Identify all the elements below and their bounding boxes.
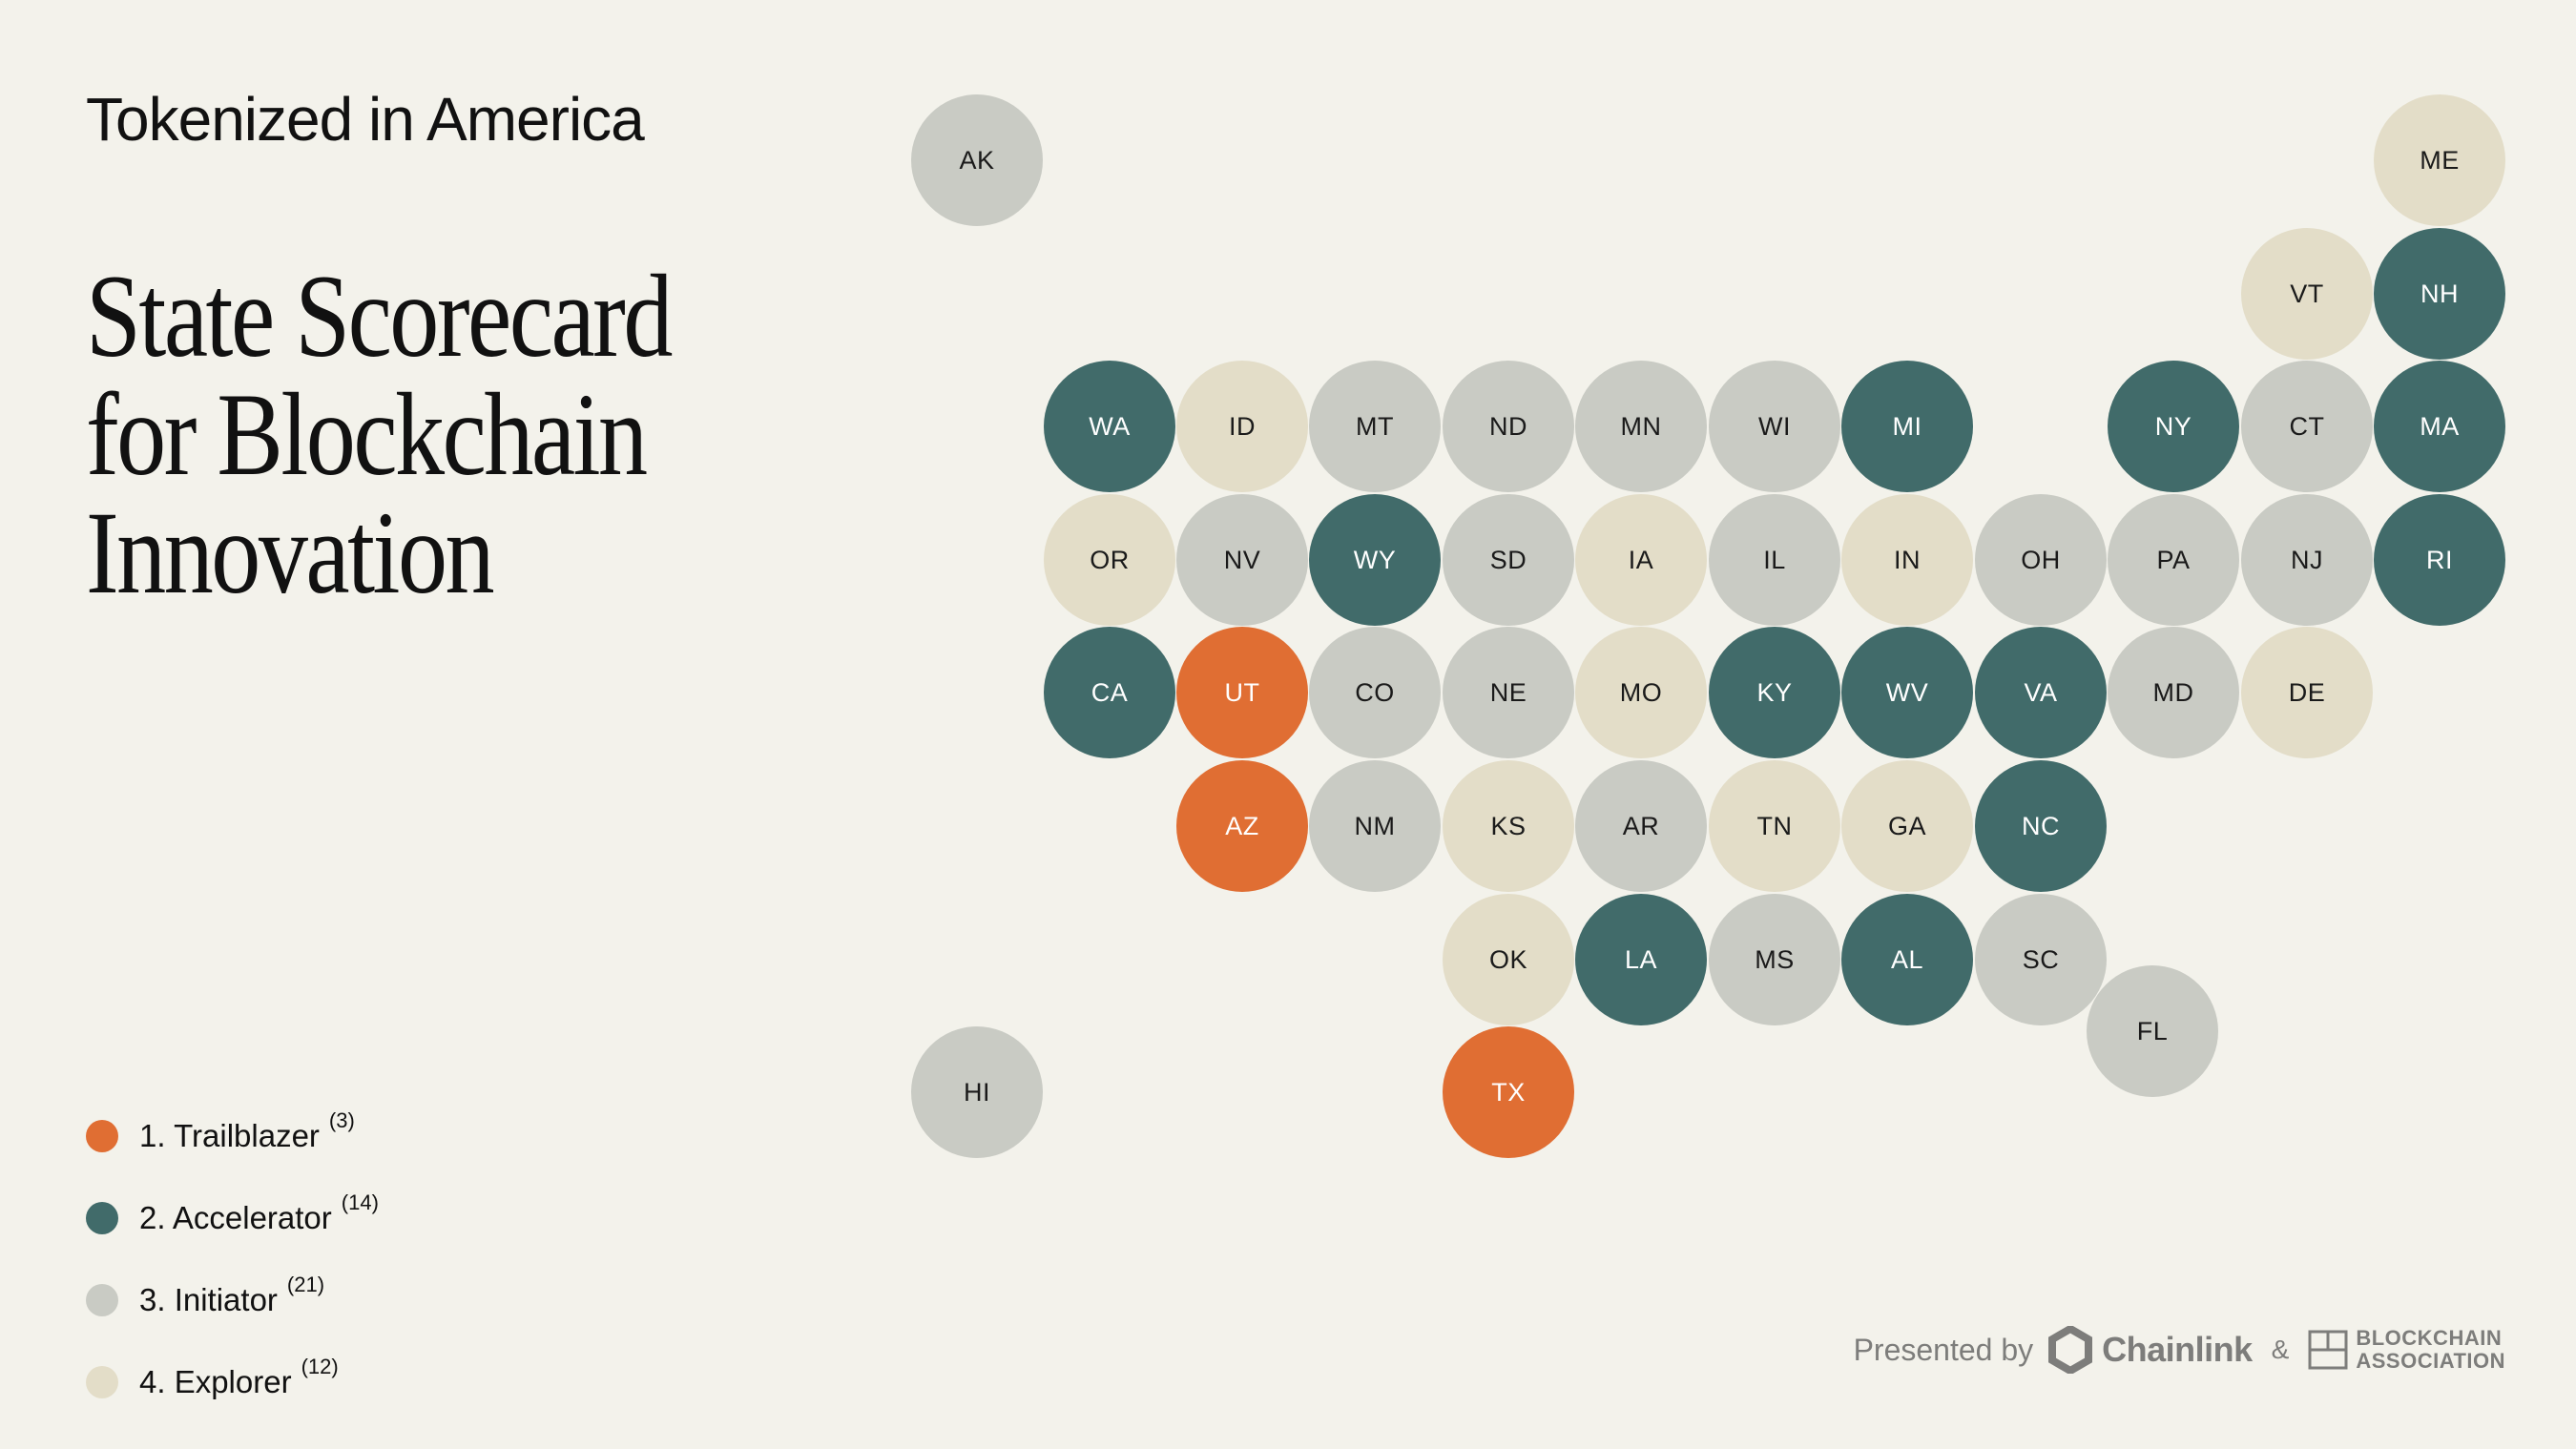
presented-by-label: Presented by bbox=[1853, 1332, 2034, 1367]
state-tile-hi: HI bbox=[911, 1026, 1043, 1158]
chainlink-hexagon-icon bbox=[2048, 1326, 2093, 1374]
state-tile-or: OR bbox=[1044, 494, 1175, 626]
footer-credits: Presented by Chainlink & BLOCKCHAIN ASSO… bbox=[1854, 1326, 2505, 1374]
state-tile-ky: KY bbox=[1709, 627, 1840, 758]
state-tile-md: MD bbox=[2108, 627, 2239, 758]
state-tile-ny: NY bbox=[2108, 361, 2239, 492]
legend-count: (3) bbox=[328, 1108, 355, 1132]
state-tile-nd: ND bbox=[1443, 361, 1574, 492]
state-tile-nc: NC bbox=[1975, 760, 2107, 892]
state-tile-mt: MT bbox=[1309, 361, 1441, 492]
ba-line-2: ASSOCIATION bbox=[2356, 1349, 2505, 1373]
ba-line-1: BLOCKCHAIN bbox=[2356, 1326, 2503, 1350]
legend-item-trailblazer: 1. Trailblazer (3) bbox=[86, 1095, 379, 1177]
state-tile-az: AZ bbox=[1176, 760, 1308, 892]
state-tile-ma: MA bbox=[2374, 361, 2505, 492]
state-tile-in: IN bbox=[1841, 494, 1973, 626]
state-tile-co: CO bbox=[1309, 627, 1441, 758]
state-tile-al: AL bbox=[1841, 894, 1973, 1025]
blockchain-association-logo-text: BLOCKCHAIN ASSOCIATION bbox=[2356, 1327, 2505, 1373]
state-tile-sd: SD bbox=[1443, 494, 1574, 626]
state-tile-nj: NJ bbox=[2241, 494, 2373, 626]
state-tile-ks: KS bbox=[1443, 760, 1574, 892]
state-tile-tn: TN bbox=[1709, 760, 1840, 892]
state-tile-fl: FL bbox=[2087, 965, 2218, 1097]
state-tile-wi: WI bbox=[1709, 361, 1840, 492]
state-tile-id: ID bbox=[1176, 361, 1308, 492]
state-tile-tx: TX bbox=[1443, 1026, 1574, 1158]
state-tile-il: IL bbox=[1709, 494, 1840, 626]
legend-dot-icon bbox=[86, 1120, 118, 1152]
state-tile-mi: MI bbox=[1841, 361, 1973, 492]
legend-label: 3. Initiator bbox=[139, 1282, 278, 1317]
state-tile-wy: WY bbox=[1309, 494, 1441, 626]
state-tile-oh: OH bbox=[1975, 494, 2107, 626]
ampersand: & bbox=[2271, 1335, 2290, 1364]
state-tile-ut: UT bbox=[1176, 627, 1308, 758]
state-tile-mo: MO bbox=[1575, 627, 1707, 758]
state-tile-sc: SC bbox=[1975, 894, 2107, 1025]
title-line-3: Innovation bbox=[86, 487, 495, 618]
state-tile-nv: NV bbox=[1176, 494, 1308, 626]
state-tile-me: ME bbox=[2374, 94, 2505, 226]
state-tile-ct: CT bbox=[2241, 361, 2373, 492]
state-tile-ms: MS bbox=[1709, 894, 1840, 1025]
chainlink-logo-text: Chainlink bbox=[2102, 1330, 2253, 1369]
state-tile-la: LA bbox=[1575, 894, 1707, 1025]
state-tile-ia: IA bbox=[1575, 494, 1707, 626]
state-tile-wa: WA bbox=[1044, 361, 1175, 492]
state-tile-ca: CA bbox=[1044, 627, 1175, 758]
state-tile-va: VA bbox=[1975, 627, 2107, 758]
state-tile-de: DE bbox=[2241, 627, 2373, 758]
legend-label: 4. Explorer bbox=[139, 1364, 292, 1399]
legend-count: (14) bbox=[341, 1190, 379, 1214]
title-line-1: State Scorecard bbox=[86, 251, 673, 382]
legend-item-initiator: 3. Initiator (21) bbox=[86, 1259, 379, 1341]
state-tile-ri: RI bbox=[2374, 494, 2505, 626]
eyebrow-title: Tokenized in America bbox=[86, 85, 645, 154]
legend-dot-icon bbox=[86, 1202, 118, 1234]
legend-item-explorer: 4. Explorer (12) bbox=[86, 1341, 379, 1423]
state-tile-ok: OK bbox=[1443, 894, 1574, 1025]
blockchain-association-logo-icon bbox=[2308, 1330, 2348, 1370]
state-tile-ak: AK bbox=[911, 94, 1043, 226]
legend-count: (12) bbox=[301, 1355, 339, 1378]
legend-dot-icon bbox=[86, 1366, 118, 1398]
state-tile-wv: WV bbox=[1841, 627, 1973, 758]
legend-label: 2. Accelerator bbox=[139, 1200, 332, 1235]
state-tile-nh: NH bbox=[2374, 228, 2505, 360]
legend-count: (21) bbox=[286, 1273, 325, 1296]
title-line-2: for Blockchain bbox=[86, 369, 648, 500]
state-tile-nm: NM bbox=[1309, 760, 1441, 892]
state-tile-pa: PA bbox=[2108, 494, 2239, 626]
legend-item-accelerator: 2. Accelerator (14) bbox=[86, 1177, 379, 1259]
state-tile-ne: NE bbox=[1443, 627, 1574, 758]
state-tile-ar: AR bbox=[1575, 760, 1707, 892]
state-tile-vt: VT bbox=[2241, 228, 2373, 360]
state-tile-ga: GA bbox=[1841, 760, 1973, 892]
legend-dot-icon bbox=[86, 1284, 118, 1316]
legend: 1. Trailblazer (3) 2. Accelerator (14) 3… bbox=[86, 1095, 379, 1423]
state-tile-mn: MN bbox=[1575, 361, 1707, 492]
legend-label: 1. Trailblazer bbox=[139, 1118, 320, 1153]
page-title: State Scorecard for Blockchain Innovatio… bbox=[86, 258, 807, 612]
